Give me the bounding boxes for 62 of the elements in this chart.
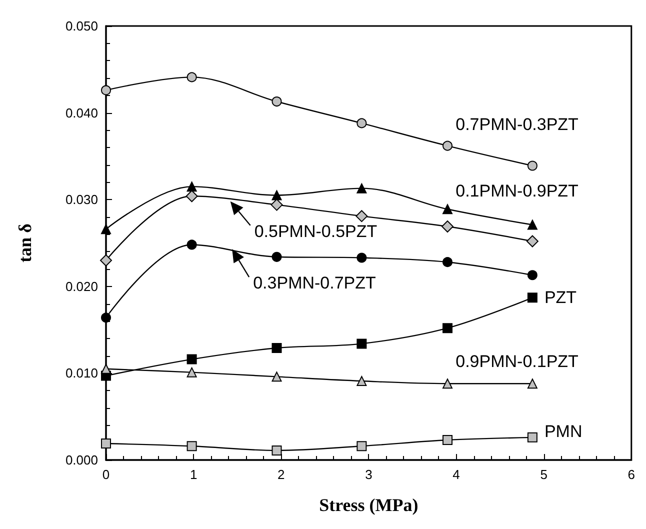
- point: [101, 438, 111, 449]
- x-tick-label: 4: [452, 467, 460, 482]
- x-tick-label: 1: [190, 467, 198, 482]
- point: [186, 190, 198, 202]
- point: [527, 160, 538, 171]
- y-tick-label: 0.000: [65, 452, 98, 468]
- point: [186, 72, 197, 82]
- x-tick-label: 0: [102, 467, 110, 482]
- x-tick-label: 6: [628, 467, 635, 482]
- point: [186, 441, 197, 452]
- point: [272, 96, 282, 107]
- y-tick-label: 0.020: [65, 278, 98, 294]
- point: [186, 240, 197, 250]
- point: [527, 378, 538, 389]
- point: [356, 441, 367, 452]
- point: [527, 270, 538, 280]
- point: [356, 183, 367, 194]
- point: [270, 198, 283, 211]
- point: [356, 210, 368, 222]
- point: [442, 204, 452, 214]
- point: [186, 367, 197, 378]
- point: [356, 338, 367, 349]
- x-tick-label: 3: [365, 467, 372, 482]
- point: [526, 235, 538, 248]
- annotation: 0.7PMN-0.3PZT: [456, 115, 578, 134]
- annotation: PZT: [544, 288, 577, 308]
- annotation: 0.1PMN-0.9PZT: [456, 181, 578, 200]
- point: [356, 118, 367, 128]
- point: [442, 140, 452, 151]
- annotation: 0.5PMN-0.5PZT: [254, 222, 378, 241]
- x-tick-label: 2: [278, 467, 285, 482]
- y-tick-label: 0.050: [65, 18, 98, 34]
- point: [101, 224, 111, 234]
- annotation: 0.9PMN-0.1PZT: [456, 352, 578, 372]
- y-tick-label: 0.040: [65, 105, 98, 120]
- point: [356, 252, 367, 263]
- point: [442, 220, 454, 233]
- point: [186, 182, 197, 192]
- x-tick-label: 5: [540, 467, 548, 482]
- point: [272, 190, 282, 200]
- point: [442, 435, 452, 446]
- point: [356, 376, 367, 386]
- point: [186, 354, 197, 364]
- y-tick-label: 0.010: [65, 366, 98, 381]
- point: [442, 323, 452, 334]
- point: [101, 85, 111, 96]
- point: [272, 372, 282, 382]
- annotation: PMN: [544, 422, 582, 441]
- point: [442, 257, 452, 268]
- x-axis-title: Stress (MPa): [319, 495, 418, 515]
- point: [101, 312, 111, 323]
- point: [272, 445, 282, 456]
- point: [100, 254, 112, 266]
- point: [442, 378, 452, 389]
- y-axis-title: tan δ: [15, 224, 35, 262]
- annotation: 0.3PMN-0.7PZT: [253, 274, 376, 293]
- y-tick-label: 0.030: [65, 192, 98, 208]
- point: [527, 292, 538, 303]
- point: [527, 220, 538, 230]
- point: [272, 343, 282, 354]
- point: [527, 432, 538, 442]
- point: [272, 252, 282, 262]
